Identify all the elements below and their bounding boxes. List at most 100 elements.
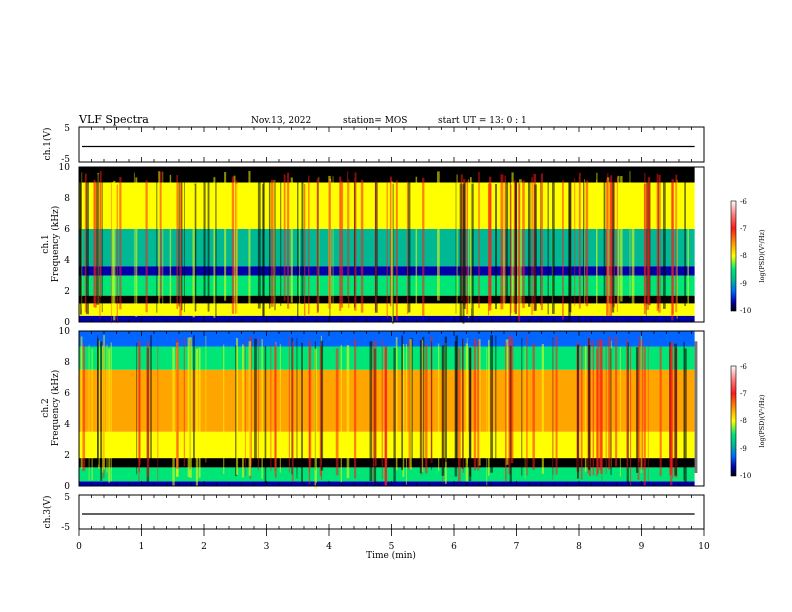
- spectrogram-burst: [111, 182, 114, 313]
- spectrogram-burst: [309, 341, 312, 468]
- x-axis-label: Time (min): [366, 550, 416, 561]
- spectrogram-burst: [694, 341, 698, 474]
- spectrogram-burst: [459, 183, 462, 322]
- spectrogram-burst: [194, 183, 197, 312]
- spectrogram-burst: [280, 173, 282, 306]
- spectrogram-burst: [531, 176, 533, 315]
- spectrogram-burst: [419, 340, 422, 474]
- spectrogram-burst: [308, 175, 310, 315]
- spectrogram-burst: [502, 174, 504, 310]
- spectrogram-burst: [301, 174, 304, 304]
- spectrogram-burst: [183, 180, 185, 313]
- spectrogram-burst: [646, 183, 650, 310]
- spectrogram-burst: [610, 175, 613, 305]
- spectrogram-burst: [663, 172, 666, 309]
- spectrogram-burst: [119, 177, 122, 310]
- ch2-freq-tick-10: 10: [59, 327, 71, 337]
- spectrogram-burst: [169, 174, 172, 314]
- spectrogram-burst: [172, 347, 175, 486]
- spectrogram-burst: [215, 181, 217, 318]
- spectrogram-burst: [405, 343, 407, 485]
- spectrogram-burst: [235, 345, 237, 477]
- spectrogram-burst: [441, 345, 445, 476]
- x-tick-label-2: 2: [201, 542, 207, 552]
- spectrogram-burst: [687, 184, 689, 310]
- spectrogram-burst: [213, 177, 216, 318]
- spectrogram-burst: [431, 341, 433, 470]
- spectrogram-burst: [490, 335, 493, 473]
- spectrogram-burst: [178, 175, 180, 307]
- ch2-freq-tick-8: 8: [64, 358, 70, 368]
- spectrogram-burst: [486, 347, 488, 489]
- spectrogram-burst: [297, 179, 299, 319]
- spectrogram-burst: [510, 184, 512, 314]
- ch1-waveform-panel: 5 -5 ch.1(V): [42, 124, 705, 165]
- spectrogram-band-0: [79, 315, 695, 322]
- spectrogram-burst: [108, 348, 110, 483]
- spectrogram-burst: [629, 171, 631, 298]
- spectrogram-burst: [187, 337, 190, 477]
- spectrogram-burst: [279, 344, 281, 473]
- spectrogram-burst: [659, 346, 662, 477]
- spectrogram-burst: [643, 346, 646, 487]
- ch1-colorbar-label: log(PSD)(V²/Hz): [758, 229, 766, 282]
- ch2-channel-label: ch.2: [41, 398, 51, 417]
- spectrogram-burst: [611, 178, 615, 313]
- spectrogram-burst: [270, 179, 274, 307]
- spectrogram-burst: [354, 338, 357, 479]
- spectrogram-burst: [510, 337, 514, 464]
- spectrogram-burst: [468, 179, 470, 319]
- spectrogram-burst: [438, 343, 440, 472]
- ch2-freq-tick-0: 0: [64, 482, 70, 492]
- spectrogram-burst: [264, 346, 267, 483]
- spectrogram-burst: [578, 172, 581, 309]
- ch1-freq-axis-label: Frequency (kHz): [50, 206, 61, 283]
- x-tick-label-0: 0: [76, 542, 82, 552]
- spectrogram-burst: [534, 184, 537, 311]
- ch1-ylabel: ch.1(V): [42, 128, 53, 161]
- spectrogram-burst: [296, 338, 298, 479]
- ch2-freq-tick-6: 6: [64, 389, 70, 399]
- ch1-ytick-top: 5: [64, 124, 70, 134]
- x-tick-label-9: 9: [639, 542, 645, 552]
- spectrogram-burst: [584, 179, 585, 310]
- x-tick-label-7: 7: [514, 542, 520, 552]
- spectrogram-burst: [603, 175, 606, 302]
- spectrogram-burst: [100, 341, 103, 481]
- spectrogram-burst: [146, 341, 150, 478]
- spectrogram-burst: [88, 344, 90, 481]
- ch2-cb-tick-m10: -10: [740, 472, 751, 480]
- spectrogram-burst: [576, 344, 580, 479]
- spectrogram-burst: [540, 176, 542, 306]
- spectrogram-burst: [516, 183, 519, 316]
- spectrogram-burst: [511, 172, 514, 313]
- ch1-freq-tick-8: 8: [64, 194, 70, 204]
- spectrogram-burst: [518, 183, 521, 322]
- spectrogram-burst: [562, 180, 564, 320]
- spectrogram-burst: [316, 178, 319, 314]
- station-label: station= MOS: [343, 116, 407, 126]
- ch2-freq-axis-label: Frequency (kHz): [50, 370, 61, 447]
- spectrogram-burst: [502, 183, 505, 311]
- spectrogram-burst: [672, 340, 674, 479]
- spectrogram-burst: [393, 347, 396, 482]
- spectrogram-burst: [136, 342, 138, 475]
- spectrogram-burst: [599, 339, 602, 471]
- spectrogram-burst: [676, 179, 678, 319]
- spectrogram-burst: [469, 177, 472, 309]
- spectrogram-burst: [495, 184, 498, 310]
- spectrogram-burst: [99, 171, 102, 297]
- spectrogram-burst: [471, 183, 474, 322]
- spectrogram-burst: [235, 184, 238, 317]
- spectrogram-burst: [159, 171, 162, 299]
- spectrogram-burst: [79, 181, 82, 315]
- spectrogram-burst: [97, 338, 99, 465]
- spectrogram-burst: [158, 171, 160, 304]
- ch2-spectrogram-image: [79, 331, 698, 489]
- start-time-label: start UT = 13: 0 : 1: [438, 116, 527, 126]
- spectrogram-burst: [82, 344, 86, 472]
- spectrogram-burst: [519, 179, 522, 308]
- spectrogram-burst: [630, 346, 632, 487]
- x-axis-tick-labels: 0 1 2 3 4 5 6 7 8 9 10: [76, 542, 710, 552]
- spectrogram-burst: [176, 339, 179, 469]
